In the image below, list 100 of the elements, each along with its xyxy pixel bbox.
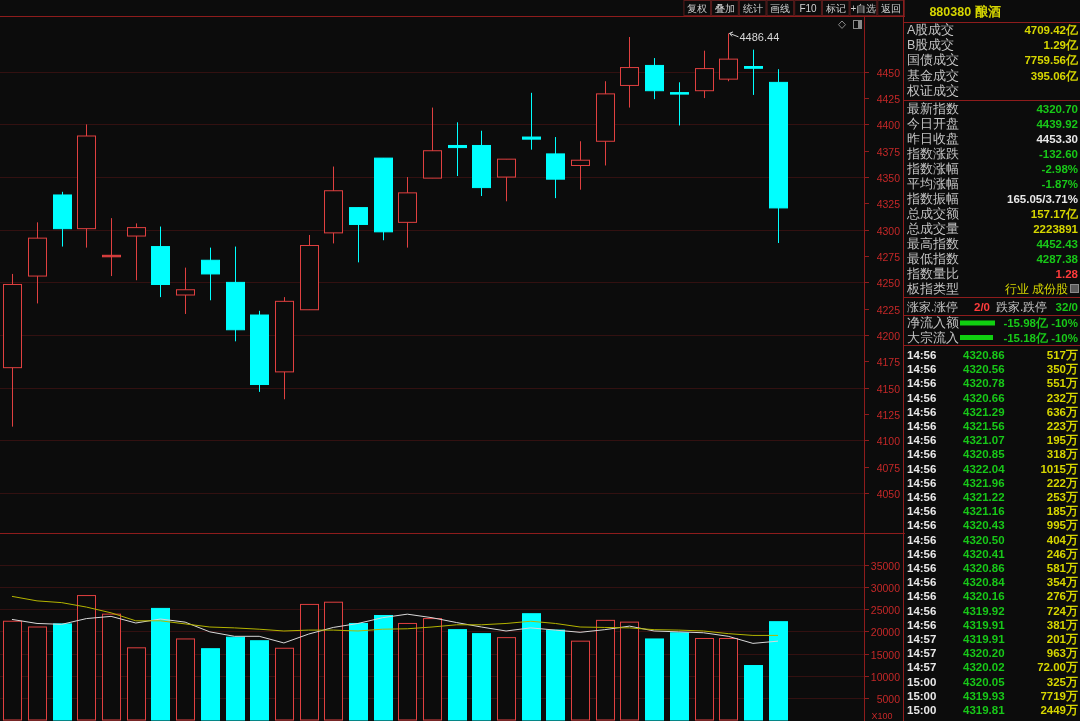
- text: 14:56: [907, 519, 937, 532]
- text: 14:56: [907, 462, 937, 475]
- text: 232万: [1046, 391, 1078, 404]
- text: 14:56: [907, 547, 937, 560]
- text: 195万: [1046, 434, 1078, 447]
- text: 4320.20: [963, 647, 1005, 660]
- text: 4320.70: [1036, 102, 1078, 115]
- text: 395.06亿: [1030, 69, 1079, 82]
- text: 大宗流入: [907, 329, 959, 345]
- text: 昨日收盘: [907, 131, 959, 146]
- y-tick-label: 4100: [876, 434, 901, 447]
- text: 880380 酿酒: [929, 3, 1001, 19]
- text: -15.18亿: [1003, 331, 1049, 344]
- text: 4320.84: [963, 576, 1006, 589]
- text: 963万: [1046, 647, 1078, 660]
- text: 14:57: [907, 661, 937, 674]
- text: 201万: [1046, 633, 1078, 645]
- text: 15:00: [907, 675, 937, 688]
- text: 4320.16: [963, 590, 1005, 603]
- text: 14:56: [907, 377, 937, 390]
- text: 14:56: [907, 420, 937, 432]
- text: 14:56: [907, 363, 937, 376]
- text: 4439.92: [1036, 117, 1078, 130]
- text: 4321.96: [963, 476, 1005, 489]
- text: 7719万: [1040, 689, 1078, 702]
- text: 4320.56: [963, 363, 1005, 376]
- text: 4321.07: [963, 434, 1005, 447]
- text: 14:56: [907, 349, 937, 361]
- text: 标记: [824, 3, 846, 14]
- text: 4321.16: [963, 505, 1005, 518]
- text: 4322.04: [963, 462, 1006, 475]
- y-tick-label: 4250: [876, 276, 901, 289]
- text: 1.29亿: [1043, 39, 1079, 52]
- text: 4320.05: [963, 675, 1006, 688]
- text: 72.00万: [1037, 661, 1078, 674]
- text: 统计: [742, 3, 763, 14]
- text: -15.98亿: [1003, 317, 1049, 329]
- text: 4319.91: [963, 633, 1006, 645]
- text: 354万: [1046, 576, 1078, 589]
- text: 15:00: [907, 689, 937, 702]
- text: 14:56: [907, 562, 937, 574]
- text: 165.05/3.71%: [1007, 192, 1078, 205]
- text: -10%: [1051, 331, 1078, 344]
- text: 14:56: [907, 476, 937, 489]
- text: 2/0: [974, 300, 990, 313]
- text: 1015万: [1040, 462, 1078, 475]
- y-tick-label: 4175: [876, 355, 901, 368]
- text: 指数涨幅: [906, 161, 959, 176]
- text: 325万: [1046, 675, 1078, 688]
- text: 4320.66: [963, 391, 1005, 404]
- text: 4320.78: [963, 377, 1006, 390]
- text: 4320.43: [963, 519, 1005, 532]
- y-tick-label: 4425: [876, 92, 901, 105]
- text: 14:56: [907, 533, 937, 546]
- text: 14:56: [907, 576, 937, 589]
- text: -2.98%: [1041, 162, 1078, 175]
- text: 2223891: [1033, 222, 1079, 235]
- text: 14:56: [907, 405, 937, 418]
- text: 14:56: [907, 604, 937, 617]
- text: 14:56: [907, 391, 937, 404]
- text: 551万: [1046, 377, 1078, 390]
- text: 15:00: [907, 704, 937, 716]
- text: 板指类型: [906, 281, 959, 296]
- text: 157.17亿: [1030, 207, 1079, 220]
- text: 权证成交: [906, 82, 959, 98]
- text: 185万: [1046, 505, 1078, 518]
- y-tick-label: 4125: [876, 408, 901, 421]
- text: 跌家.跌停: [996, 299, 1048, 314]
- y-tick-label: 4325: [876, 197, 901, 210]
- text: 4319.92: [963, 604, 1005, 617]
- text: 4320.85: [963, 448, 1006, 461]
- text: 517万: [1046, 349, 1078, 361]
- text: 指数振幅: [906, 191, 959, 206]
- text: 4287.38: [1036, 252, 1079, 265]
- text: 7759.56亿: [1024, 54, 1079, 67]
- text: 404万: [1046, 533, 1078, 546]
- text: 平均涨幅: [907, 176, 959, 191]
- text: 行业 成份股: [1004, 281, 1068, 296]
- text: 995万: [1046, 519, 1078, 532]
- text: 222万: [1046, 476, 1078, 489]
- text: 14:56: [907, 618, 937, 631]
- y-tick-label: 4075: [876, 461, 901, 474]
- text: 724万: [1046, 604, 1078, 617]
- text: 返回: [881, 3, 902, 14]
- text: 4319.91: [963, 618, 1006, 631]
- y-tick-label: 30000: [870, 581, 901, 594]
- text: F10: [799, 3, 818, 14]
- text: 4319.93: [963, 689, 1005, 702]
- y-tick-label: 4375: [876, 145, 901, 158]
- text: 今日开盘: [907, 116, 959, 131]
- y-tick-label: 4225: [876, 303, 901, 316]
- text: 净流入额: [907, 315, 959, 330]
- text: 基金成交: [907, 67, 959, 83]
- text: 4320.02: [963, 661, 1005, 674]
- text: 4709.42亿: [1024, 24, 1079, 36]
- text: 最高指数: [907, 235, 959, 251]
- y-tick-label: 10000: [870, 670, 901, 683]
- text: 复权: [687, 3, 708, 14]
- text: 总成交量: [906, 220, 959, 236]
- text: 581万: [1046, 562, 1078, 574]
